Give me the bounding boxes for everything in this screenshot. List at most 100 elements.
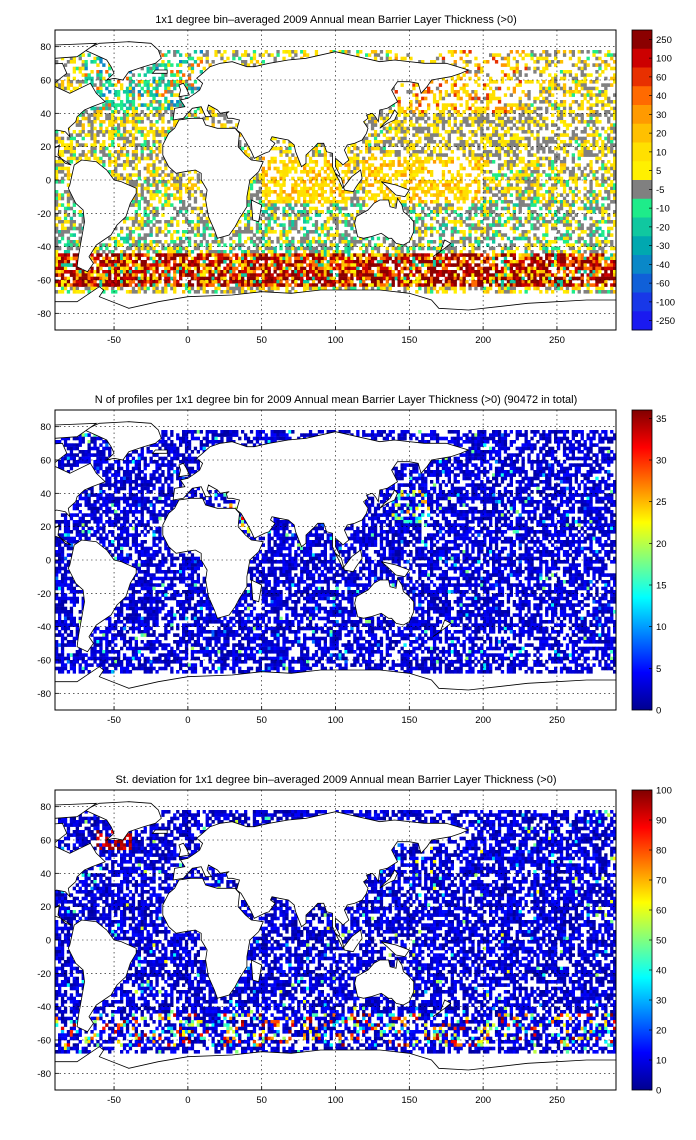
heatmap-cell	[559, 140, 564, 144]
heatmap-cell	[518, 150, 522, 154]
heatmap-cell	[134, 173, 138, 177]
heatmap-cell	[598, 243, 602, 247]
heatmap-cell	[559, 236, 564, 241]
heatmap-cell	[586, 233, 590, 237]
heatmap-cell	[335, 166, 339, 171]
heatmap-cell	[595, 176, 599, 181]
heatmap-cell	[152, 210, 156, 214]
heatmap-cell	[601, 70, 605, 74]
heatmap-cell	[521, 106, 525, 111]
heatmap-cell	[96, 110, 100, 114]
heatmap-cell	[314, 183, 319, 187]
heatmap-cell	[187, 53, 192, 57]
heatmap-cell	[506, 63, 511, 67]
heatmap-cell	[551, 76, 555, 81]
heatmap-cell	[306, 193, 310, 197]
heatmap-cell	[483, 206, 487, 211]
heatmap-cell	[421, 163, 425, 167]
heatmap-cell	[117, 90, 121, 94]
heatmap-cell	[595, 133, 599, 137]
heatmap-cell	[509, 120, 513, 124]
heatmap-cell	[66, 83, 71, 87]
heatmap-cell	[273, 60, 277, 64]
heatmap-cell	[450, 103, 454, 107]
heatmap-cell	[545, 156, 549, 161]
heatmap-cell	[533, 60, 537, 64]
heatmap-cell	[574, 173, 578, 177]
heatmap-cell	[447, 110, 451, 114]
heatmap-cell	[249, 216, 254, 221]
heatmap-cell	[282, 256, 286, 261]
heatmap-cell	[120, 100, 124, 104]
heatmap-cell	[252, 56, 257, 61]
heatmap-cell	[554, 196, 558, 201]
heatmap-cell	[421, 186, 425, 191]
heatmap-cell	[551, 170, 555, 174]
heatmap-cell	[93, 56, 97, 61]
heatmap-cell	[244, 260, 248, 264]
heatmap-cell	[586, 63, 590, 67]
heatmap-cell	[545, 66, 549, 71]
heatmap-cell	[128, 230, 133, 234]
heatmap-cell	[551, 183, 555, 187]
heatmap-cell	[84, 153, 88, 157]
heatmap-cell	[415, 120, 419, 124]
heatmap-cell	[586, 196, 590, 201]
heatmap-cell	[533, 160, 537, 164]
heatmap-cell	[246, 193, 251, 197]
heatmap-cell	[311, 166, 316, 171]
heatmap-cell	[509, 186, 513, 191]
heatmap-cell	[72, 136, 76, 141]
heatmap-cell	[60, 260, 65, 264]
heatmap-cell	[551, 93, 555, 97]
heatmap-cell	[179, 80, 183, 84]
heatmap-cell	[492, 133, 496, 137]
heatmap-cell	[456, 76, 460, 81]
heatmap-cell	[99, 246, 103, 251]
heatmap-cell	[158, 230, 162, 234]
heatmap-cell	[424, 160, 428, 164]
heatmap-cell	[173, 120, 177, 124]
heatmap-cell	[391, 150, 395, 154]
heatmap-cell	[368, 253, 372, 257]
heatmap-cell	[400, 143, 404, 147]
heatmap-cell	[503, 186, 508, 191]
heatmap-cell	[128, 140, 133, 144]
heatmap-cell	[155, 100, 159, 104]
heatmap-cell	[114, 253, 118, 257]
heatmap-cell	[441, 193, 446, 197]
heatmap-cell	[468, 96, 472, 101]
heatmap-cell	[373, 56, 378, 61]
heatmap-cell	[409, 103, 413, 107]
heatmap-cell	[500, 143, 505, 147]
heatmap-cell	[264, 233, 268, 237]
heatmap-cell	[524, 230, 528, 234]
heatmap-cell	[332, 180, 336, 184]
heatmap-cell	[483, 180, 487, 184]
heatmap-cell	[574, 90, 578, 94]
heatmap-cell	[477, 243, 481, 247]
heatmap-cell	[182, 233, 186, 237]
heatmap-cell	[347, 163, 351, 167]
heatmap-cell	[518, 203, 522, 207]
heatmap-cell	[568, 103, 573, 107]
heatmap-cell	[323, 160, 327, 164]
heatmap-cell	[291, 243, 295, 247]
heatmap-cell	[486, 223, 490, 227]
heatmap-cell	[140, 66, 144, 71]
heatmap-cell	[285, 50, 289, 54]
heatmap-cell	[438, 113, 443, 117]
heatmap-cell	[190, 183, 195, 187]
heatmap-cell	[143, 236, 147, 241]
heatmap-cell	[58, 156, 62, 161]
heatmap-cell	[530, 120, 534, 124]
heatmap-cell	[63, 143, 68, 147]
heatmap-cell	[592, 256, 596, 261]
heatmap-cell	[613, 110, 616, 114]
heatmap-cell	[551, 196, 555, 201]
heatmap-cell	[193, 206, 198, 211]
heatmap-cell	[412, 176, 416, 181]
heatmap-cell	[450, 230, 454, 234]
heatmap-cell	[131, 110, 136, 114]
heatmap-cell	[480, 116, 484, 121]
